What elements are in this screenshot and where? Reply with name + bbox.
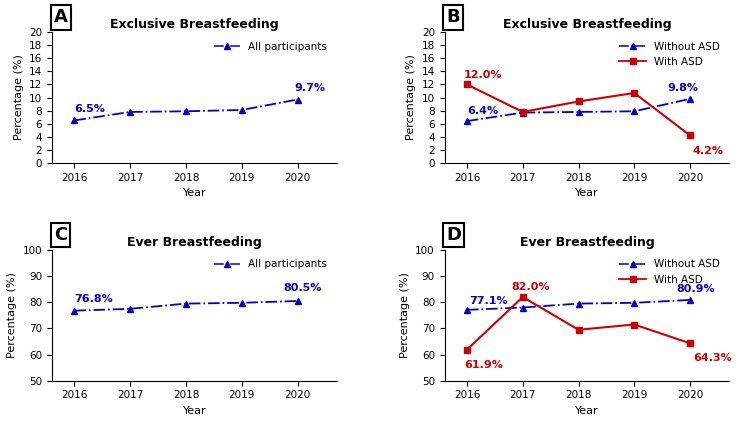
Text: 77.1%: 77.1% — [469, 297, 508, 306]
Text: B: B — [446, 8, 460, 26]
Text: 12.0%: 12.0% — [464, 69, 503, 80]
X-axis label: Year: Year — [575, 406, 599, 416]
Title: Ever Breastfeeding: Ever Breastfeeding — [519, 236, 654, 249]
Title: Exclusive Breastfeeding: Exclusive Breastfeeding — [503, 18, 671, 31]
Text: A: A — [54, 8, 68, 26]
Title: Exclusive Breastfeeding: Exclusive Breastfeeding — [110, 18, 278, 31]
Y-axis label: Percentage (%): Percentage (%) — [13, 55, 24, 140]
Legend: Without ASD, With ASD: Without ASD, With ASD — [615, 255, 724, 289]
Text: 80.5%: 80.5% — [283, 283, 322, 293]
Text: 80.9%: 80.9% — [676, 283, 715, 294]
Legend: All participants: All participants — [210, 37, 331, 56]
Text: 4.2%: 4.2% — [693, 146, 724, 156]
Text: 61.9%: 61.9% — [464, 360, 503, 370]
Text: 9.7%: 9.7% — [295, 83, 326, 93]
Text: 6.4%: 6.4% — [467, 106, 498, 116]
Text: 82.0%: 82.0% — [512, 282, 550, 292]
Y-axis label: Percentage (%): Percentage (%) — [7, 272, 17, 358]
Y-axis label: Percentage (%): Percentage (%) — [400, 272, 410, 358]
Text: C: C — [54, 226, 67, 244]
Legend: All participants: All participants — [210, 255, 331, 274]
Text: 76.8%: 76.8% — [74, 294, 113, 304]
Text: 6.5%: 6.5% — [74, 104, 105, 114]
Text: 9.8%: 9.8% — [668, 82, 699, 93]
X-axis label: Year: Year — [182, 406, 206, 416]
X-axis label: Year: Year — [575, 188, 599, 198]
Text: D: D — [446, 226, 461, 244]
Title: Ever Breastfeeding: Ever Breastfeeding — [127, 236, 262, 249]
Text: 64.3%: 64.3% — [693, 353, 731, 363]
Legend: Without ASD, With ASD: Without ASD, With ASD — [615, 37, 724, 71]
X-axis label: Year: Year — [182, 188, 206, 198]
Y-axis label: Percentage (%): Percentage (%) — [406, 55, 416, 140]
